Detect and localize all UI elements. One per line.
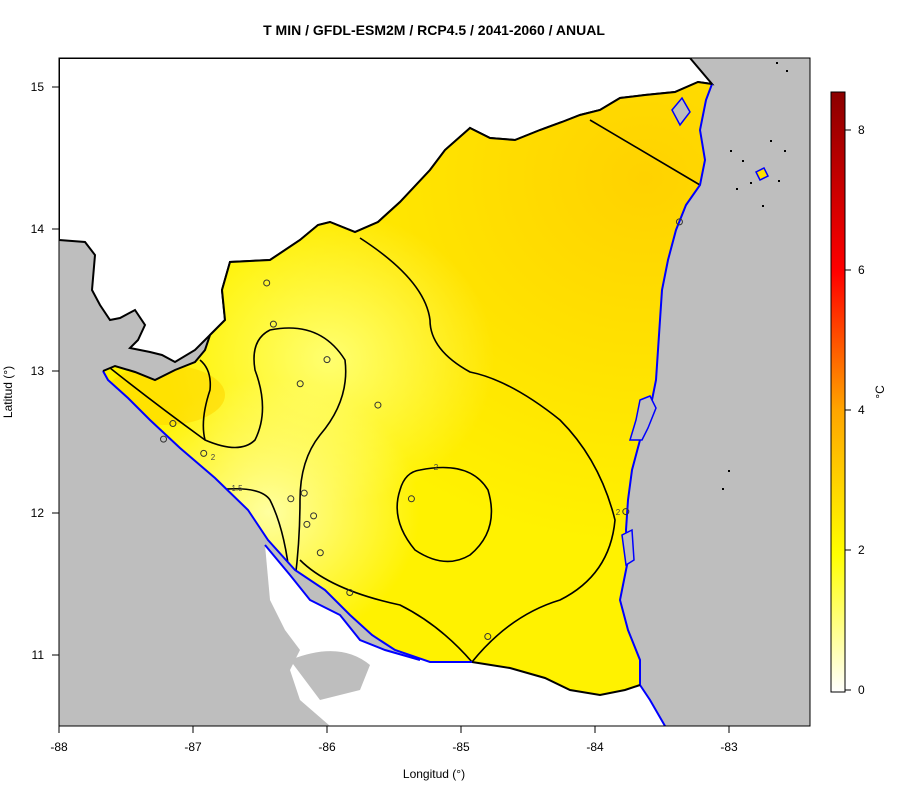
contour-line	[214, 487, 291, 581]
coastal-lagoon	[671, 96, 691, 127]
station-marker	[303, 520, 311, 528]
x-tick-label: -87	[184, 740, 202, 754]
station-markers	[160, 218, 683, 641]
y-tick-label: 15	[31, 80, 45, 94]
pacific-coastline	[102, 370, 472, 663]
colorbar-tick-label: 4	[858, 403, 865, 417]
costa-rica-landmass	[265, 545, 665, 726]
station-marker	[160, 435, 168, 443]
station-marker	[287, 495, 295, 503]
x-axis-title: Longitud (°)	[403, 767, 465, 781]
pacific-coast-south	[264, 544, 421, 661]
southern-border	[471, 661, 641, 697]
station-marker	[374, 401, 382, 409]
station-marker	[316, 549, 324, 557]
bluefields-bay	[621, 528, 635, 567]
colorbar-gradient	[830, 91, 846, 693]
colorbar-tick-label: 8	[858, 123, 865, 137]
nicoya-gulf	[290, 651, 370, 700]
station-marker	[675, 218, 683, 226]
station-marker	[310, 512, 318, 520]
station-marker	[323, 356, 331, 364]
station-marker	[300, 489, 308, 497]
y-tick-label: 13	[31, 364, 45, 378]
x-axis: -88 -87 -86 -85 -84 -83 Longitud (°)	[50, 725, 738, 781]
corn-island	[754, 166, 770, 182]
contour-label: 2	[616, 508, 621, 517]
colorbar: 0 2 4 6 8 °C	[830, 91, 887, 697]
y-axis: 11 12 13 14 15 Latitud (°)	[1, 80, 60, 662]
contour-label: 1.5	[231, 484, 243, 493]
station-marker	[622, 508, 630, 516]
station-marker	[169, 420, 177, 428]
station-marker	[263, 279, 271, 287]
x-tick-label: -84	[586, 740, 604, 754]
y-tick-label: 11	[32, 648, 45, 662]
contour-line	[199, 359, 212, 441]
y-tick-label: 14	[31, 222, 45, 236]
caribbean-coast-south	[639, 684, 666, 726]
station-marker	[484, 633, 492, 641]
x-tick-label: -86	[318, 740, 336, 754]
contour-line	[103, 327, 347, 581]
contour-line	[299, 237, 616, 664]
colorbar-tick-label: 6	[858, 263, 865, 277]
station-marker	[346, 589, 354, 597]
station-marker	[200, 449, 208, 457]
cays	[722, 62, 788, 490]
station-marker	[296, 380, 304, 388]
contour-line	[589, 119, 701, 186]
colorbar-tick-label: 0	[858, 683, 865, 697]
pearl-lagoon	[628, 395, 657, 441]
contour-label: 2	[434, 463, 439, 472]
colorbar-unit: °C	[873, 385, 887, 399]
x-tick-label: -88	[50, 740, 68, 754]
colorbar-tick-label: 2	[858, 543, 865, 557]
map-title: T MIN / GFDL-ESM2M / RCP4.5 / 2041-2060 …	[263, 22, 605, 38]
x-tick-label: -83	[720, 740, 738, 754]
northern-border	[102, 80, 713, 382]
y-tick-label: 12	[31, 506, 45, 520]
station-marker	[269, 320, 277, 328]
contour-line	[396, 466, 493, 563]
caribbean-coastline	[618, 83, 713, 685]
contour-label: 2	[211, 453, 216, 462]
station-marker	[407, 495, 415, 503]
y-axis-title: Latitud (°)	[1, 366, 15, 418]
x-tick-label: -85	[452, 740, 470, 754]
